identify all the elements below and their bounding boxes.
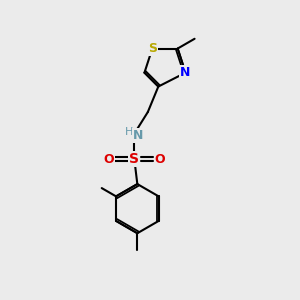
Text: O: O (103, 153, 114, 166)
Text: O: O (154, 153, 165, 166)
Text: H: H (125, 127, 133, 137)
Text: S: S (148, 42, 157, 55)
Text: N: N (133, 129, 143, 142)
Text: S: S (129, 152, 139, 166)
Text: N: N (180, 66, 191, 79)
